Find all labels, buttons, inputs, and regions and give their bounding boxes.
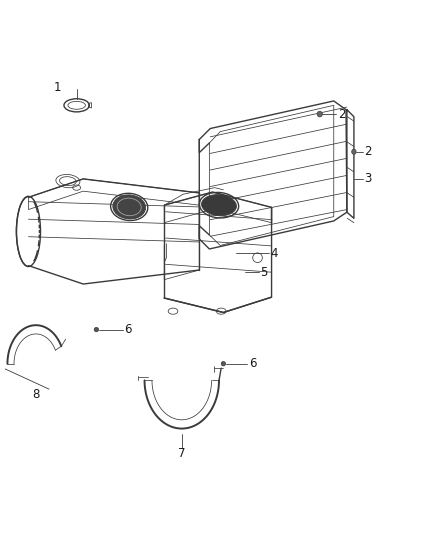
Ellipse shape: [94, 327, 99, 332]
Ellipse shape: [221, 361, 226, 366]
Text: 4: 4: [270, 247, 278, 260]
Text: 2: 2: [364, 146, 371, 158]
Ellipse shape: [317, 111, 322, 117]
Text: 2: 2: [338, 108, 345, 120]
Text: 6: 6: [249, 357, 256, 370]
Text: 6: 6: [124, 323, 131, 336]
Text: 5: 5: [261, 265, 268, 279]
Ellipse shape: [352, 149, 356, 155]
Text: 3: 3: [364, 172, 371, 185]
Text: 8: 8: [32, 388, 39, 401]
Text: 7: 7: [178, 448, 186, 461]
Ellipse shape: [113, 195, 145, 219]
Ellipse shape: [201, 195, 237, 216]
Text: 1: 1: [54, 82, 61, 94]
